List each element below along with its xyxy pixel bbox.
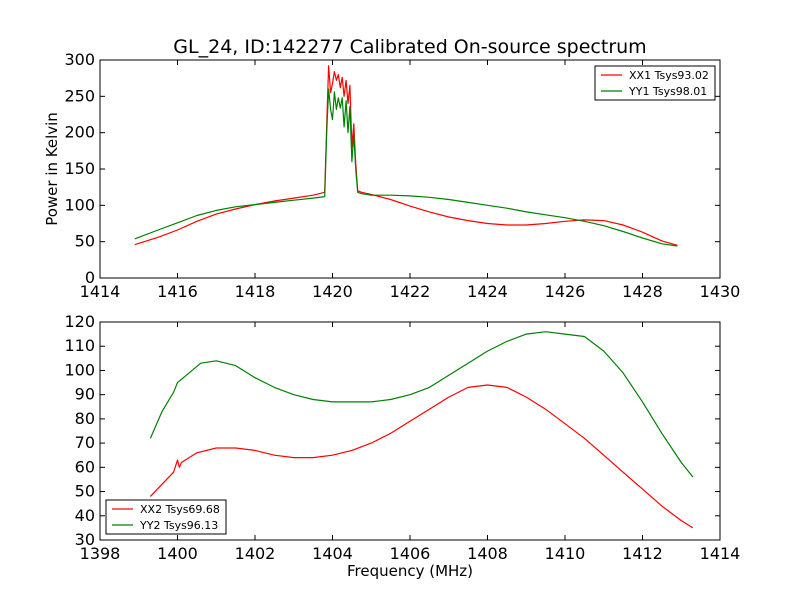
bottom-legend: XX2 Tsys69.68 YY2 Tsys96.13 (105, 499, 227, 535)
y-tick-label: 50 (75, 482, 95, 501)
x-tick-label: 1412 (622, 544, 663, 563)
y-tick-label: 90 (75, 385, 95, 404)
x-tick-label: 1410 (545, 544, 586, 563)
x-tick-label: 1416 (157, 282, 198, 301)
x-tick-label: 1414 (700, 544, 741, 563)
y-tick-label: 200 (64, 123, 95, 142)
top-plot-ticks: 1414 1416 1418 1420 1422 1424 1426 1428 1430 0 50 1… (64, 50, 740, 301)
x-tick-label: 1402 (235, 544, 276, 563)
x-tick-label: 1424 (467, 282, 508, 301)
y-tick-label: 80 (75, 409, 95, 428)
top-y-axis-label: Power in Kelvin (43, 112, 61, 226)
x-tick-label: 1398 (80, 544, 121, 563)
x-tick-label: 1408 (467, 544, 508, 563)
x-tick-label: 1406 (390, 544, 431, 563)
bottom-plot-ticks: 1398 1400 1402 1404 1406 1408 1410 1412 1414 30 40… (64, 312, 740, 563)
y-tick-label: 110 (64, 336, 95, 355)
x-tick-label: 1428 (622, 282, 663, 301)
bottom-plot-series (149, 331, 694, 529)
top-legend-box (594, 65, 716, 101)
y-tick-label: 300 (64, 50, 95, 69)
y-tick-label: 70 (75, 433, 95, 452)
x-tick-label: 1404 (312, 544, 353, 563)
y-tick-label: 30 (75, 530, 95, 549)
series-line-xx1 (134, 65, 678, 246)
top-plot: 1414 1416 1418 1420 1422 1424 1426 1428 1430 0 50 1… (43, 50, 740, 301)
chart-title: GL_24, ID:142277 Calibrated On-source sp… (173, 36, 646, 58)
y-tick-label: 100 (64, 195, 95, 214)
y-tick-label: 0 (85, 268, 95, 287)
y-tick-label: 100 (64, 360, 95, 379)
bottom-legend-box (105, 499, 227, 535)
x-tick-label: 1420 (312, 282, 353, 301)
legend-label-xx1: XX1 Tsys93.02 (629, 69, 709, 82)
series-line-yy2 (149, 331, 694, 478)
legend-label-yy1: YY1 Tsys98.01 (628, 85, 707, 98)
x-tick-label: 1400 (157, 544, 198, 563)
x-axis-label: Frequency (MHz) (347, 562, 473, 580)
series-line-yy1 (134, 88, 678, 247)
top-legend: XX1 Tsys93.02 YY1 Tsys98.01 (594, 65, 716, 101)
y-tick-label: 120 (64, 312, 95, 331)
x-tick-label: 1418 (235, 282, 276, 301)
bottom-plot: 1398 1400 1402 1404 1406 1408 1410 1412 1414 30 40… (64, 312, 740, 580)
x-tick-label: 1414 (80, 282, 121, 301)
x-tick-label: 1426 (545, 282, 586, 301)
legend-label-xx2: XX2 Tsys69.68 (140, 503, 220, 516)
y-tick-label: 60 (75, 457, 95, 476)
x-tick-label: 1422 (390, 282, 431, 301)
y-tick-label: 50 (75, 232, 95, 251)
x-tick-label: 1430 (700, 282, 741, 301)
legend-label-yy2: YY2 Tsys96.13 (139, 519, 218, 532)
y-tick-label: 40 (75, 506, 95, 525)
top-plot-series (134, 65, 678, 247)
series-line-xx2 (149, 384, 694, 529)
y-tick-label: 250 (64, 86, 95, 105)
y-tick-label: 150 (64, 159, 95, 178)
